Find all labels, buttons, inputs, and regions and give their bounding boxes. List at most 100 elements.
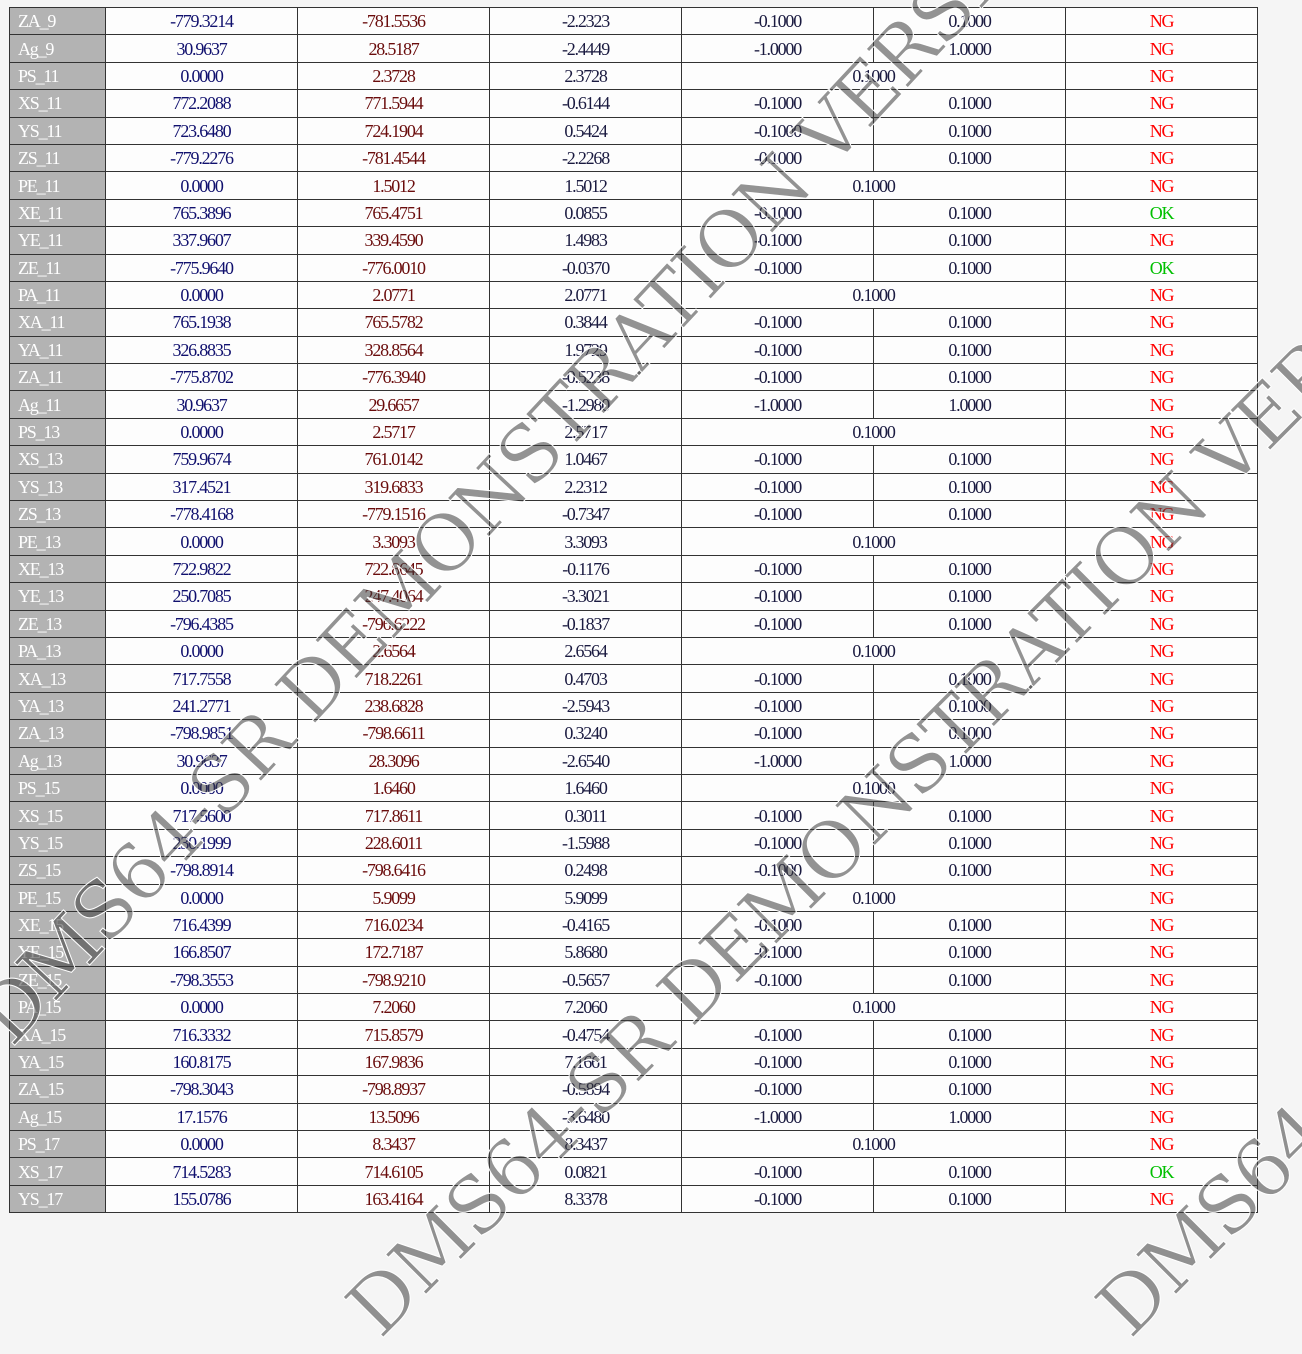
lower-tolerance-cell: 0.1000 <box>681 636 1066 666</box>
point-label-cell: XS_15 <box>9 801 106 830</box>
upper-tolerance-cell: 0.1000 <box>873 719 1066 748</box>
measured-value-cell: 761.0142 <box>297 445 490 474</box>
nominal-value-cell: 722.9822 <box>105 554 298 584</box>
lower-tolerance-cell: -1.0000 <box>681 390 874 419</box>
measured-value-cell: 765.4751 <box>297 198 490 228</box>
point-label-cell: ZE_13 <box>9 609 106 638</box>
measured-value-cell: -798.6416 <box>297 856 490 885</box>
upper-tolerance-cell: 0.1000 <box>873 500 1066 529</box>
table-row: YA_13 241.2771 238.6828 -2.5943 -0.1000 0.100… <box>9 691 1258 721</box>
point-label-cell: ZS_15 <box>9 856 106 885</box>
measured-value-cell: 717.8611 <box>297 801 490 830</box>
nominal-value-cell: 0.0000 <box>105 417 298 447</box>
nominal-value-cell: -779.2276 <box>105 143 298 173</box>
point-label-cell: Ag_11 <box>9 390 106 419</box>
nominal-value-cell: -796.4385 <box>105 609 298 638</box>
table-row: XE_11 765.3896 765.4751 0.0855 -0.1000 0.1000… <box>9 198 1258 228</box>
upper-tolerance-cell: 0.1000 <box>873 1157 1066 1186</box>
point-label-cell: YA_13 <box>9 691 106 721</box>
nominal-value-cell: -798.3043 <box>105 1075 298 1104</box>
result-cell: NG <box>1065 828 1258 858</box>
result-cell: NG <box>1065 746 1258 775</box>
upper-tolerance-cell: 0.1000 <box>873 965 1066 995</box>
deviation-cell: -0.1176 <box>489 554 682 584</box>
lower-tolerance-cell: -0.1000 <box>681 308 874 337</box>
table-row: YS_13 317.4521 319.6833 2.2312 -0.1000 0.1000… <box>9 472 1258 502</box>
lower-tolerance-cell: -0.1000 <box>681 253 874 282</box>
upper-tolerance-cell: 0.1000 <box>873 828 1066 858</box>
lower-tolerance-cell: -0.1000 <box>681 856 874 885</box>
result-cell: OK <box>1065 1157 1258 1186</box>
measured-value-cell: 722.8645 <box>297 554 490 584</box>
result-cell: NG <box>1065 363 1258 392</box>
deviation-cell: -2.2323 <box>489 6 682 36</box>
lower-tolerance-cell: -0.1000 <box>681 363 874 392</box>
table-row: PE_11 0.0000 1.5012 1.5012 0.1000 NG <box>9 171 1258 200</box>
nominal-value-cell: 230.1999 <box>105 828 298 858</box>
upper-tolerance-cell: 0.1000 <box>873 226 1066 255</box>
deviation-cell: -0.4754 <box>489 1020 682 1049</box>
result-cell: NG <box>1065 554 1258 584</box>
nominal-value-cell: 772.2088 <box>105 89 298 118</box>
result-cell: NG <box>1065 280 1258 310</box>
upper-tolerance-cell: 0.1000 <box>873 554 1066 584</box>
measured-value-cell: 718.2261 <box>297 664 490 693</box>
upper-tolerance-cell: 0.1000 <box>873 582 1066 611</box>
deviation-cell: 0.2498 <box>489 856 682 885</box>
point-label-cell: YS_15 <box>9 828 106 858</box>
lower-tolerance-cell: -0.1000 <box>681 500 874 529</box>
result-cell: NG <box>1065 390 1258 419</box>
table-row: YA_15 160.8175 167.9836 7.1661 -0.1000 0.1000… <box>9 1047 1258 1077</box>
measured-value-cell: -796.6222 <box>297 609 490 638</box>
upper-tolerance-cell: 0.1000 <box>873 445 1066 474</box>
deviation-cell: 1.0467 <box>489 445 682 474</box>
lower-tolerance-cell: 0.1000 <box>681 773 1066 803</box>
result-cell: NG <box>1065 609 1258 638</box>
table-row: XS_15 717.5600 717.8611 0.3011 -0.1000 0.1000… <box>9 801 1258 830</box>
measured-value-cell: 765.5782 <box>297 308 490 337</box>
upper-tolerance-cell: 0.1000 <box>873 664 1066 693</box>
upper-tolerance-cell: 0.1000 <box>873 938 1066 967</box>
measured-value-cell: 172.7187 <box>297 938 490 967</box>
upper-tolerance-cell: 0.1000 <box>873 308 1066 337</box>
table-row: ZA_11 -775.8702 -776.3940 -0.5238 -0.1000 0.1… <box>9 363 1258 392</box>
lower-tolerance-cell: 0.1000 <box>681 61 1066 91</box>
lower-tolerance-cell: -0.1000 <box>681 554 874 584</box>
result-cell: NG <box>1065 116 1258 145</box>
table-row: XA_11 765.1938 765.5782 0.3844 -0.1000 0.1000… <box>9 308 1258 337</box>
measured-value-cell: 163.4164 <box>297 1184 490 1214</box>
result-cell: NG <box>1065 719 1258 748</box>
lower-tolerance-cell: -0.1000 <box>681 445 874 474</box>
upper-tolerance-cell: 0.1000 <box>873 363 1066 392</box>
nominal-value-cell: 714.5283 <box>105 1157 298 1186</box>
upper-tolerance-cell: 0.1000 <box>873 143 1066 173</box>
measured-value-cell: 247.4064 <box>297 582 490 611</box>
result-cell: NG <box>1065 582 1258 611</box>
result-cell: NG <box>1065 938 1258 967</box>
nominal-value-cell: 326.8835 <box>105 335 298 365</box>
table-row: PA_15 0.0000 7.2060 7.2060 0.1000 NG <box>9 993 1258 1022</box>
point-label-cell: PS_15 <box>9 773 106 803</box>
deviation-cell: -2.2268 <box>489 143 682 173</box>
nominal-value-cell: -778.4168 <box>105 500 298 529</box>
measured-value-cell: 2.0771 <box>297 280 490 310</box>
deviation-cell: 8.3437 <box>489 1130 682 1159</box>
point-label-cell: PS_13 <box>9 417 106 447</box>
result-cell: NG <box>1065 883 1258 912</box>
measured-value-cell: -781.4544 <box>297 143 490 173</box>
lower-tolerance-cell: -0.1000 <box>681 1020 874 1049</box>
nominal-value-cell: 155.0786 <box>105 1184 298 1214</box>
measured-value-cell: 28.5187 <box>297 34 490 63</box>
measured-value-cell: -779.1516 <box>297 500 490 529</box>
upper-tolerance-cell: 1.0000 <box>873 34 1066 63</box>
deviation-cell: 0.3844 <box>489 308 682 337</box>
measured-value-cell: 238.6828 <box>297 691 490 721</box>
measured-value-cell: -798.6611 <box>297 719 490 748</box>
point-label-cell: XE_11 <box>9 198 106 228</box>
result-cell: NG <box>1065 965 1258 995</box>
point-label-cell: XA_13 <box>9 664 106 693</box>
upper-tolerance-cell: 0.1000 <box>873 910 1066 940</box>
result-cell: NG <box>1065 1102 1258 1132</box>
nominal-value-cell: 317.4521 <box>105 472 298 502</box>
table-row: Ag_13 30.9637 28.3096 -2.6540 -1.0000 1.0000 N… <box>9 746 1258 775</box>
